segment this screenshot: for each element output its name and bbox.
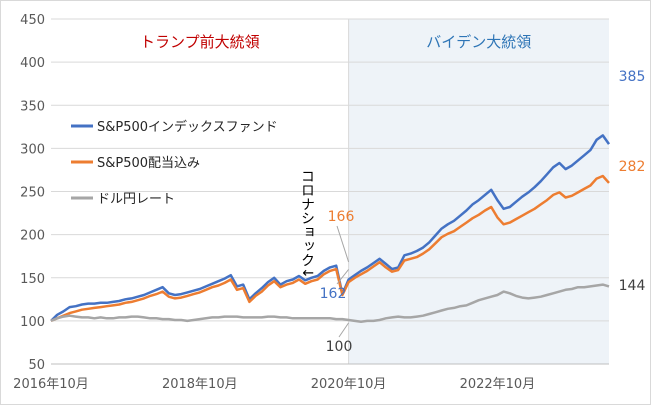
y-tick-label: 250 (20, 186, 45, 201)
annotation-usdjpy-end: 144 (619, 278, 646, 294)
annotation-sp-end: 385 (619, 69, 646, 85)
period-label-1: バイデン大統領 (426, 33, 531, 51)
y-tick-label: 100 (20, 315, 45, 330)
annotation-sp-div-start: 166 (328, 209, 355, 225)
annotation-covid: コロナショック↓ (299, 169, 315, 279)
leader-line (336, 269, 349, 285)
x-tick-label: 2022年10月 (460, 377, 536, 392)
legend-label-1: S&P500配当込み (97, 156, 200, 171)
series-line-0 (50, 134, 611, 322)
x-tick-label: 2020年10月 (311, 377, 387, 392)
legend-label-2: ドル円レート (97, 192, 175, 207)
x-tick-label: 2018年10月 (162, 377, 238, 392)
legend-label-0: S&P500インデックスファンド (97, 119, 278, 135)
y-tick-label: 200 (20, 229, 45, 244)
y-tick-label: 300 (20, 142, 45, 157)
annotation-sp-div-end: 282 (619, 159, 646, 175)
x-tick-label: 2016年10月 (13, 377, 89, 392)
annotation-sp-start: 162 (320, 286, 347, 302)
y-tick-label: 350 (20, 99, 45, 114)
leader-line (336, 225, 350, 263)
y-tick-label: 150 (20, 272, 45, 287)
annotation-usdjpy-start: 100 (326, 339, 353, 355)
y-tick-label: 400 (20, 56, 45, 71)
leader-line (338, 322, 350, 338)
y-tick-label: 450 (20, 13, 45, 28)
period-label-0: トランプ前大統領 (140, 33, 260, 51)
y-tick-label: 50 (28, 358, 45, 373)
series-line-2 (50, 283, 610, 323)
series-line-1 (50, 174, 610, 323)
